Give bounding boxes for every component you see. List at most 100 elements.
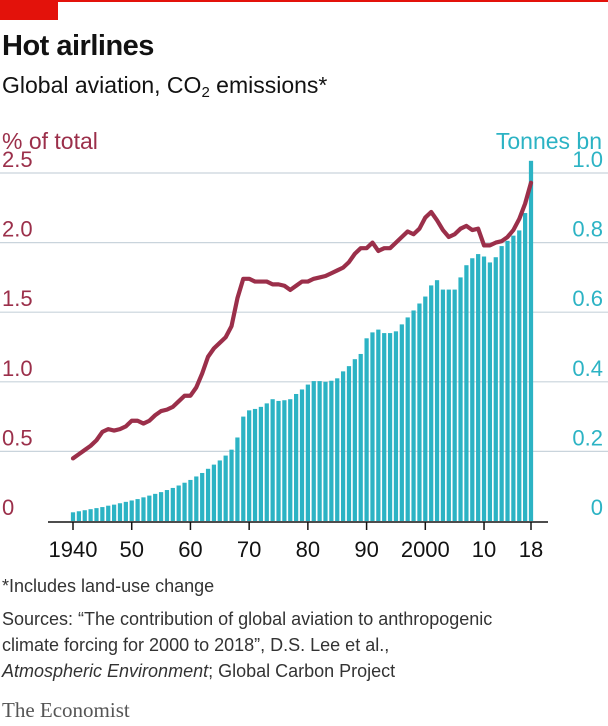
tonnes-bar-2001: [429, 285, 434, 521]
tonnes-bars: [70, 160, 534, 522]
tonnes-bar-1978: [294, 393, 299, 521]
tonnes-bar-2015: [511, 235, 516, 521]
tonnes-bar-1989: [358, 353, 363, 521]
tonnes-bar-1959: [182, 482, 187, 521]
right-tick-label: 0: [591, 495, 603, 520]
tonnes-bar-2013: [499, 246, 504, 521]
subtitle-suffix: emissions*: [209, 72, 328, 98]
sources-line-1: Sources: “The contribution of global avi…: [2, 609, 493, 629]
tonnes-bar-1940: [70, 512, 76, 521]
tonnes-bar-1948: [117, 503, 123, 521]
share-line: [70, 180, 534, 461]
tonnes-bar-2018: [528, 160, 534, 521]
x-tick-label: 80: [296, 537, 320, 562]
tonnes-bar-1943: [88, 509, 93, 521]
right-axis-ticks: 0 0.2 0.4 0.6 0.8 1.0: [572, 150, 603, 520]
right-tick-label: 0.4: [572, 356, 603, 381]
tonnes-bar-2017: [523, 213, 528, 521]
tonnes-bar-2003: [440, 289, 446, 521]
x-axis: 1940 50 60 70 80 90 2000 10 18: [48, 521, 548, 562]
chart-title: Hot airlines: [2, 30, 154, 62]
tonnes-bar-1952: [141, 497, 146, 521]
tonnes-bar-1946: [106, 505, 111, 521]
tonnes-bar-1964: [211, 464, 217, 521]
tonnes-bar-1955: [158, 492, 164, 521]
tonnes-bar-2010: [481, 256, 487, 521]
tonnes-bar-1991: [370, 332, 375, 521]
tonnes-bar-1982: [317, 381, 322, 521]
left-axis-ticks: 0 0.5 1.0 1.5 2.0 2.5: [2, 150, 33, 520]
tonnes-bar-1945: [100, 507, 105, 521]
left-tick-label: 0: [2, 495, 14, 520]
tonnes-bar-2000: [423, 296, 428, 521]
x-tick-label: 18: [519, 537, 543, 562]
tonnes-bar-2008: [470, 258, 475, 521]
tonnes-bar-1962: [200, 472, 205, 521]
left-axis-label: % of total: [2, 128, 98, 154]
tonnes-bar-1972: [258, 406, 264, 521]
right-tick-label: 0.2: [572, 425, 603, 450]
tonnes-bar-1990: [364, 338, 369, 521]
subtitle-subscript: 2: [201, 84, 210, 101]
left-tick-label: 2.5: [2, 150, 33, 172]
sources-journal: Atmospheric Environment: [2, 661, 209, 681]
left-tick-label: 0.5: [2, 425, 33, 450]
tonnes-bar-1963: [205, 468, 211, 521]
right-axis-label: Tonnes bn: [495, 128, 602, 154]
tonnes-bar-1966: [223, 455, 228, 521]
tonnes-bar-1976: [282, 400, 287, 521]
tonnes-bar-1973: [264, 403, 269, 521]
tonnes-bar-1956: [164, 490, 170, 521]
tonnes-bar-1954: [153, 493, 158, 521]
tonnes-bar-2012: [493, 257, 498, 521]
left-tick-label: 1.5: [2, 286, 33, 311]
x-tick-label: 1940: [49, 537, 98, 562]
tonnes-bar-1965: [217, 460, 222, 521]
tonnes-bar-2002: [434, 280, 440, 521]
chart-plot-area: 0 0.5 1.0 1.5 2.0 2.5 0 0.2 0.4 0.6 0.8 1.0 1940 50…: [0, 150, 608, 562]
tonnes-bar-2011: [487, 262, 493, 521]
tonnes-bar-1996: [399, 324, 404, 521]
tonnes-bar-1984: [329, 380, 334, 521]
tonnes-bar-1957: [170, 487, 175, 521]
right-tick-label: 0.6: [572, 286, 603, 311]
x-tick-label: 50: [119, 537, 143, 562]
tonnes-bar-2014: [505, 240, 510, 522]
sources-line-3-rest: ; Global Carbon Project: [208, 661, 396, 681]
tonnes-bar-1968: [235, 437, 240, 521]
tonnes-bar-1992: [376, 329, 381, 521]
tonnes-bar-1953: [147, 495, 152, 521]
tonnes-bar-1998: [411, 310, 416, 521]
tonnes-bar-1995: [393, 331, 399, 521]
tonnes-bar-1974: [270, 399, 275, 521]
right-tick-label: 0.8: [572, 217, 603, 242]
tonnes-bar-1975: [276, 400, 281, 521]
tonnes-bar-1958: [176, 485, 181, 521]
tonnes-bar-1947: [111, 504, 117, 521]
share-line-group: [70, 180, 534, 461]
tonnes-bar-2006: [458, 277, 463, 521]
tonnes-bar-1967: [229, 449, 234, 521]
tonnes-bar-2007: [464, 265, 469, 521]
tonnes-bar-1986: [340, 371, 346, 521]
tonnes-bar-1961: [194, 476, 199, 521]
tonnes-bar-1980: [305, 384, 310, 521]
tonnes-bar-1941: [76, 511, 81, 521]
top-rule: [0, 0, 608, 2]
tonnes-bar-1979: [299, 389, 305, 521]
tonnes-bar-1985: [335, 378, 340, 521]
tonnes-bar-1944: [94, 508, 99, 521]
tonnes-bar-1988: [352, 359, 357, 521]
tonnes-bar-1997: [405, 317, 410, 521]
tonnes-bar-1987: [346, 366, 352, 521]
tonnes-bar-1981: [311, 381, 316, 521]
footnote: *Includes land-use change: [2, 576, 215, 596]
subtitle-prefix: Global aviation, CO: [2, 72, 202, 98]
sources-line-3: Atmospheric Environment; Global Carbon P…: [2, 658, 602, 684]
x-tick-label: 10: [472, 537, 496, 562]
x-tick-label: 70: [237, 537, 261, 562]
tonnes-bar-2009: [476, 254, 481, 521]
x-tick-label: 2000: [401, 537, 450, 562]
left-tick-label: 2.0: [2, 217, 33, 242]
tonnes-bar-2004: [446, 289, 451, 521]
